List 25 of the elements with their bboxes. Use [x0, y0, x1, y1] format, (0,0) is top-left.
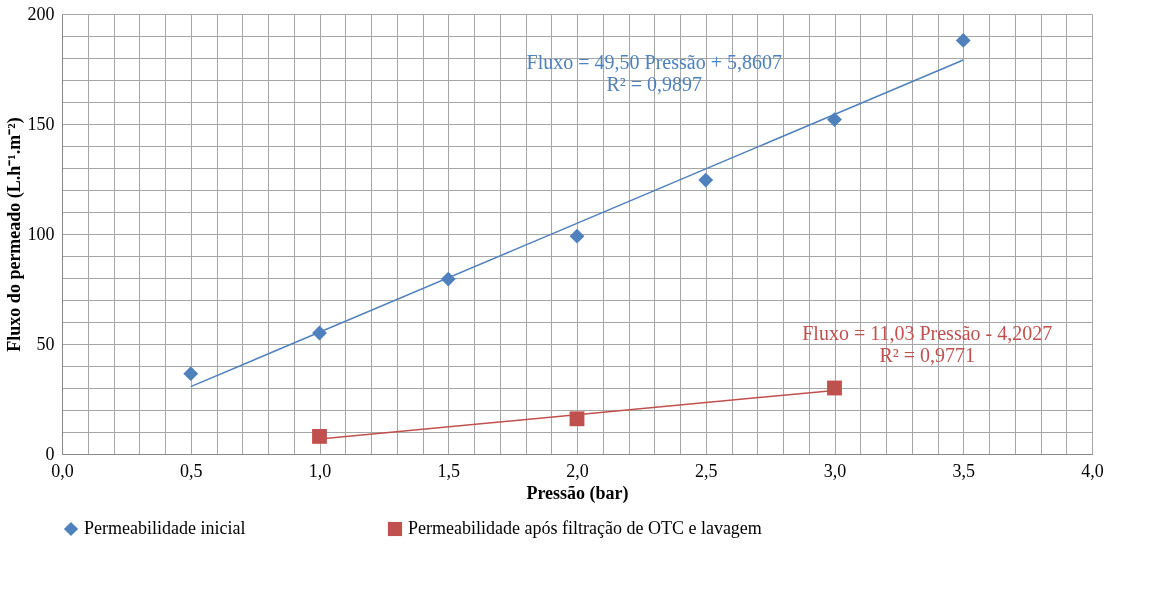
- y-axis-title: Fluxo do permeado (L.h⁻¹.m⁻²): [3, 117, 25, 352]
- point: [183, 366, 199, 382]
- x-tick-label: 2,5: [695, 460, 718, 481]
- point: [827, 380, 842, 396]
- x-tick-label: 3,5: [952, 460, 975, 481]
- legend-label: Permeabilidade após filtração de OTC e lavagem: [408, 518, 762, 538]
- x-tick-label: 4,0: [1081, 460, 1104, 481]
- point: [955, 32, 971, 48]
- annotation: Fluxo = 11,03 Pressão - 4,2027 R² = 0,9771: [802, 322, 1053, 367]
- point: [698, 172, 714, 188]
- legend-label: Permeabilidade inicial: [84, 518, 246, 538]
- point: [827, 112, 842, 128]
- y-tick-label: 100: [27, 223, 55, 244]
- x-tick-label: 0,5: [180, 460, 203, 481]
- y-tick-label: 50: [36, 333, 55, 354]
- x-tick-label: 1,0: [308, 460, 332, 481]
- point: [312, 428, 327, 444]
- x-tick-label: 1,5: [437, 460, 460, 481]
- x-tick-label: 2,0: [566, 460, 589, 481]
- y-tick-label: 150: [27, 113, 55, 134]
- x-tick-label: 3,0: [823, 460, 847, 481]
- y-tick-label: 200: [27, 3, 55, 24]
- x-axis-title: Pressão (bar): [526, 482, 629, 504]
- point: [569, 228, 585, 244]
- annotation: Fluxo = 49,50 Pressão + 5,8607 R² = 0,9897: [526, 50, 782, 95]
